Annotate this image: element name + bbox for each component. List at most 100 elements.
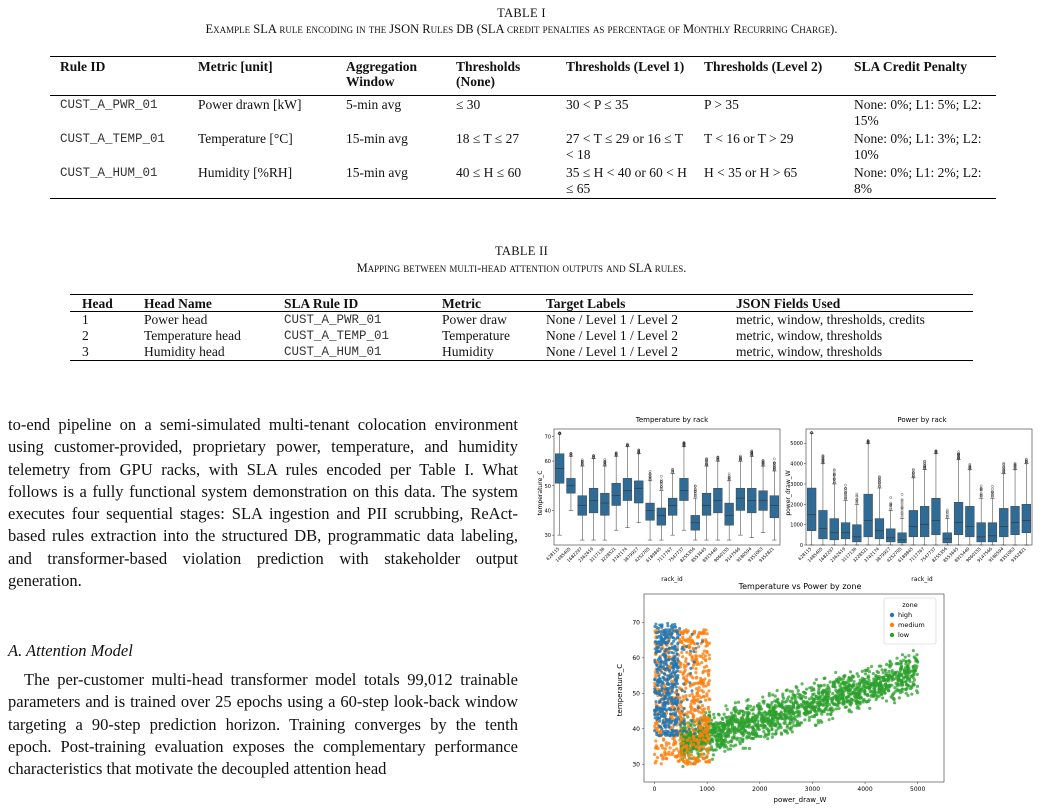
outlier bbox=[832, 468, 836, 471]
point-medium bbox=[682, 630, 686, 634]
point-high bbox=[668, 692, 672, 696]
point-high bbox=[668, 629, 672, 633]
point-low bbox=[863, 689, 867, 693]
point-low bbox=[776, 727, 780, 731]
outlier bbox=[648, 472, 652, 476]
metric-cell: Temperature [°C] bbox=[198, 131, 293, 146]
outlier bbox=[855, 498, 859, 501]
point-high bbox=[681, 729, 685, 733]
point-high bbox=[671, 636, 675, 640]
point-medium bbox=[706, 705, 710, 709]
point-high bbox=[682, 722, 686, 726]
point-low bbox=[724, 734, 729, 738]
table-row: 2 Temperature head CUST_A_TEMP_01 Temper… bbox=[70, 328, 973, 344]
point-low bbox=[747, 746, 752, 751]
point-high bbox=[667, 658, 671, 662]
point-low bbox=[892, 691, 896, 695]
point-high bbox=[663, 712, 667, 716]
point-low bbox=[863, 687, 867, 691]
point-high bbox=[663, 687, 667, 691]
point-high bbox=[674, 681, 678, 685]
outlier bbox=[1002, 461, 1006, 465]
point-low bbox=[826, 712, 830, 716]
point-low bbox=[749, 736, 753, 740]
point-low bbox=[726, 747, 730, 751]
point-low bbox=[903, 655, 907, 659]
point-high bbox=[673, 659, 677, 663]
box bbox=[679, 478, 689, 501]
point-low bbox=[816, 691, 821, 695]
point-high bbox=[671, 712, 675, 716]
point-medium bbox=[675, 747, 679, 751]
point-high bbox=[657, 700, 661, 704]
point-low bbox=[835, 703, 839, 707]
point-high bbox=[658, 657, 662, 661]
point-low bbox=[785, 688, 789, 692]
point-high bbox=[670, 686, 674, 690]
point-low bbox=[850, 691, 854, 695]
point-high bbox=[665, 635, 669, 639]
point-low bbox=[843, 674, 847, 678]
point-high bbox=[680, 700, 684, 704]
metric-cell: Humidity [%RH] bbox=[198, 165, 293, 180]
point-medium bbox=[690, 706, 694, 710]
outlier bbox=[979, 488, 983, 492]
point-low bbox=[826, 708, 830, 712]
outlier bbox=[912, 468, 915, 472]
point-low bbox=[897, 696, 901, 700]
x-tick-label: 5000 bbox=[910, 786, 925, 793]
outlier bbox=[844, 494, 847, 498]
point-medium bbox=[692, 630, 696, 634]
window-cell: 5-min avg bbox=[346, 97, 402, 112]
point-medium bbox=[706, 671, 711, 676]
point-low bbox=[835, 697, 839, 701]
point-medium bbox=[683, 638, 688, 642]
outlier bbox=[716, 458, 720, 462]
outlier bbox=[558, 431, 561, 435]
point-high bbox=[670, 645, 674, 649]
point-high bbox=[655, 646, 659, 650]
point-medium bbox=[700, 661, 704, 665]
point-low bbox=[860, 676, 864, 680]
point-high bbox=[675, 652, 679, 656]
point-low bbox=[842, 700, 846, 704]
point-low bbox=[811, 692, 815, 697]
point-medium bbox=[702, 684, 706, 688]
point-low bbox=[834, 707, 838, 711]
point-low bbox=[892, 701, 897, 705]
point-medium bbox=[694, 687, 699, 691]
point-medium bbox=[707, 689, 711, 693]
outlier bbox=[660, 478, 663, 482]
point-low bbox=[892, 697, 896, 701]
point-medium bbox=[654, 702, 658, 706]
point-low bbox=[876, 670, 881, 675]
threshold-l2-cell: T < 16 or T > 29 bbox=[704, 131, 794, 146]
point-low bbox=[788, 721, 792, 725]
point-low bbox=[733, 710, 738, 714]
outlier bbox=[739, 454, 742, 458]
outlier bbox=[660, 475, 663, 478]
point-high bbox=[682, 719, 686, 723]
point-low bbox=[731, 714, 735, 718]
outlier bbox=[821, 458, 825, 462]
point-low bbox=[783, 719, 787, 723]
point-high bbox=[670, 697, 674, 701]
y-tick-label: 3000 bbox=[790, 482, 803, 488]
y-tick-label: 60 bbox=[545, 459, 551, 465]
box bbox=[701, 492, 712, 516]
point-low bbox=[736, 700, 741, 704]
metric-cell: Power draw bbox=[442, 312, 507, 327]
point-low bbox=[752, 705, 756, 709]
table2-caption: Mapping between multi-head attention out… bbox=[356, 261, 687, 275]
point-low bbox=[900, 687, 905, 691]
point-medium bbox=[699, 726, 703, 730]
point-low bbox=[866, 699, 871, 703]
point-high bbox=[689, 666, 693, 670]
y-tick-label: 2000 bbox=[790, 502, 803, 508]
sla-rule-table: Rule ID Metric [unit] Aggregation Window… bbox=[50, 56, 996, 199]
point-high bbox=[661, 687, 665, 691]
point-high bbox=[667, 718, 671, 722]
point-medium bbox=[705, 632, 709, 636]
point-high bbox=[676, 733, 680, 737]
point-low bbox=[785, 706, 789, 710]
